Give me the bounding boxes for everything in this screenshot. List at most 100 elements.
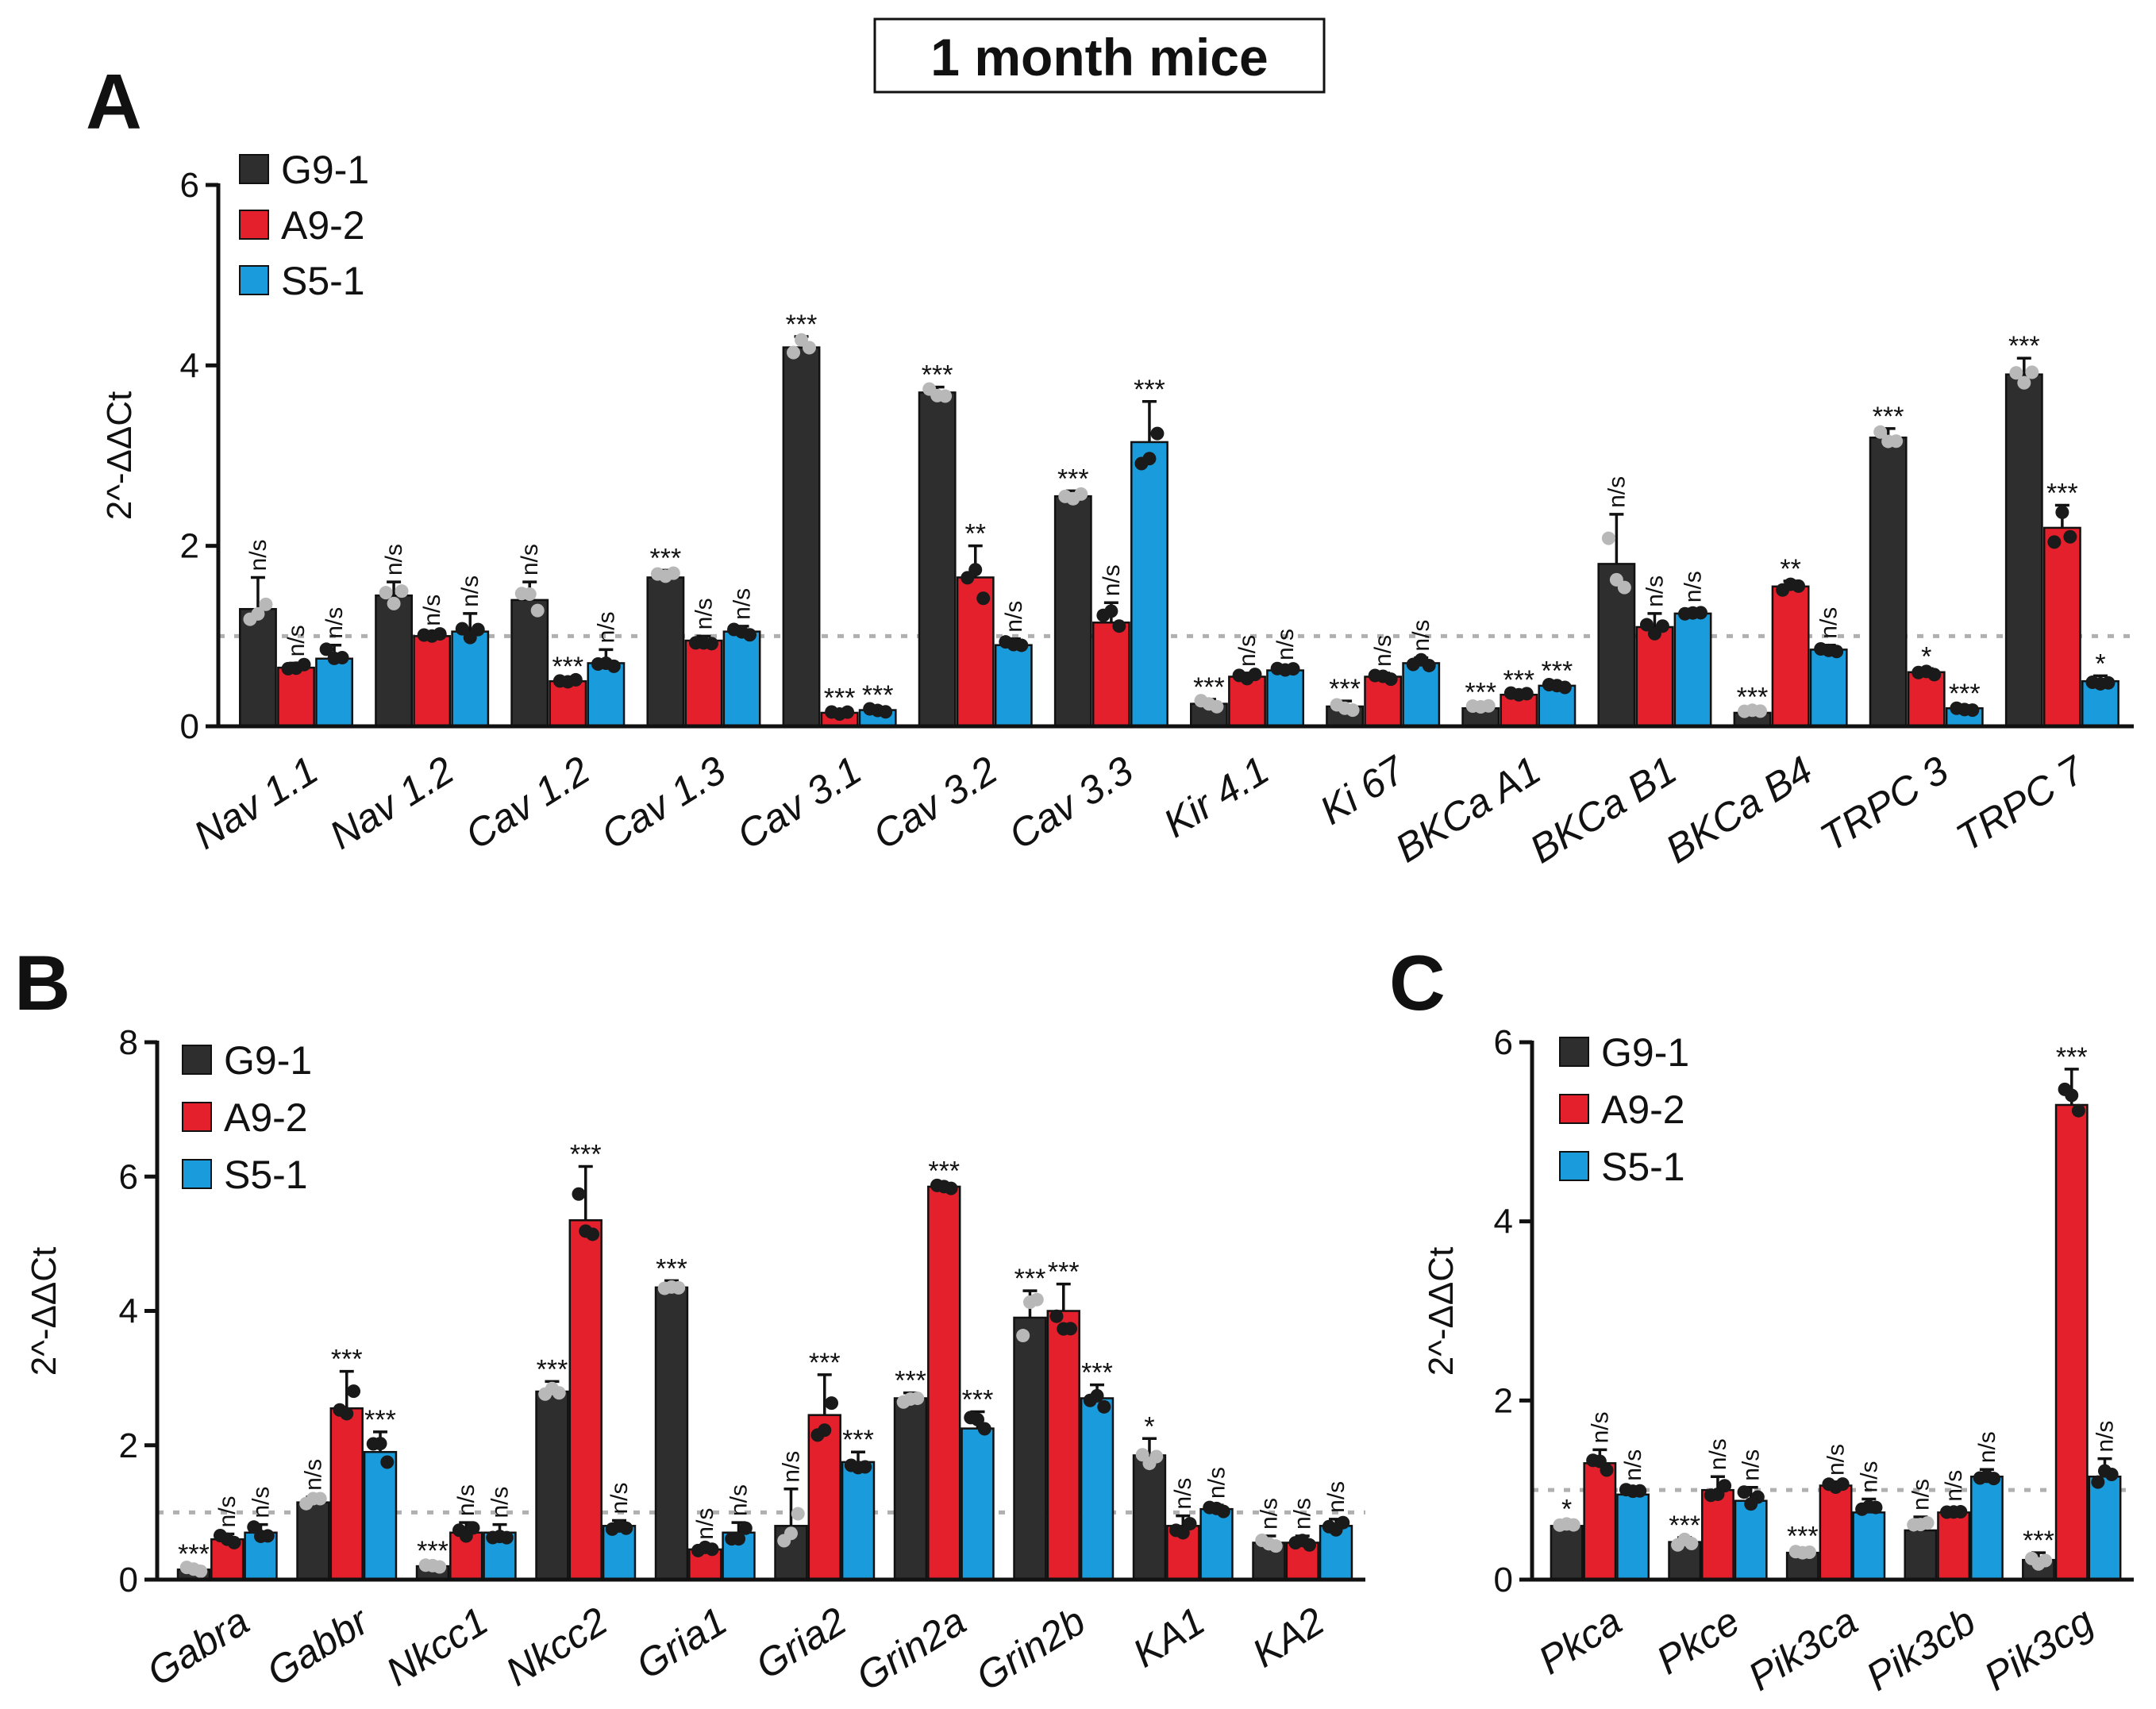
- sig-label-a-3-0: ***: [650, 543, 682, 573]
- bar-a-13-0: [2004, 373, 2043, 728]
- sig-label-c-1-1: n/s: [1705, 1438, 1731, 1470]
- data-point-a-1-0-2: [395, 584, 409, 599]
- title-box: 1 month mice: [873, 17, 1326, 94]
- sig-label-b-6-0: ***: [895, 1366, 926, 1396]
- sig-label-b-9-1: n/s: [1290, 1498, 1316, 1530]
- data-point-c-2-0-2: [1802, 1545, 1816, 1559]
- category-label-c-3: Pik3cb: [1858, 1599, 1983, 1699]
- sig-label-b-3-0: ***: [537, 1354, 568, 1384]
- data-point-a-11-2-2: [1830, 645, 1844, 659]
- sig-label-a-11-2: n/s: [1816, 607, 1842, 639]
- sig-label-b-0-1: n/s: [214, 1495, 241, 1527]
- sig-label-a-11-1: **: [1780, 554, 1800, 584]
- bar-a-6-1: [1091, 622, 1130, 728]
- sig-label-a-12-1: *: [1921, 641, 1931, 672]
- data-point-a-9-1-2: [1519, 687, 1534, 701]
- data-point-a-1-0-1: [387, 596, 401, 610]
- sig-label-b-2-1: n/s: [453, 1484, 479, 1516]
- bar-b-3-1: [568, 1219, 603, 1581]
- category-label-b-1: Gabbr: [259, 1598, 378, 1695]
- sig-label-b-3-1: ***: [570, 1140, 602, 1170]
- panel-letter-a: A: [86, 58, 142, 145]
- category-label-b-4: Gria1: [629, 1599, 734, 1688]
- bar-a-2-2: [587, 662, 626, 728]
- bar-a-2-1: [549, 679, 587, 728]
- bar-a-8-2: [1402, 662, 1441, 728]
- bar-b-7-0: [1013, 1316, 1047, 1581]
- data-point-b-7-0-2: [1030, 1292, 1044, 1307]
- data-point-c-3-0-2: [1920, 1516, 1935, 1530]
- category-label-c-1: Pkce: [1649, 1599, 1747, 1683]
- data-point-b-3-1-0: [572, 1187, 586, 1201]
- y-tick-label-a-0: 0: [180, 707, 199, 746]
- bar-a-6-0: [1053, 495, 1092, 728]
- data-point-b-7-2-2: [1097, 1399, 1111, 1414]
- data-point-c-4-0-2: [2039, 1553, 2053, 1568]
- bar-b-7-2: [1080, 1397, 1115, 1581]
- data-point-b-1-1-1: [340, 1407, 354, 1421]
- category-label-b-9: KA2: [1245, 1599, 1332, 1676]
- panel-letter-b: B: [14, 939, 71, 1026]
- data-point-a-11-0-2: [1753, 704, 1767, 718]
- data-point-b-9-0-2: [1269, 1539, 1283, 1553]
- sig-label-a-3-2: n/s: [730, 588, 756, 620]
- data-point-a-0-2-2: [335, 650, 349, 664]
- data-point-c-1-2-2: [1750, 1490, 1765, 1504]
- bar-b-6-2: [961, 1427, 995, 1581]
- bar-a-5-2: [994, 644, 1033, 728]
- data-point-a-3-0-2: [666, 566, 680, 580]
- data-point-c-2-1-2: [1835, 1477, 1850, 1492]
- data-point-b-1-2-2: [380, 1455, 395, 1469]
- y-axis-label-c: 2^-ΔΔCt: [1422, 1247, 1461, 1376]
- sig-label-a-7-1: n/s: [1234, 635, 1261, 667]
- bar-b-5-1: [807, 1414, 841, 1581]
- data-point-b-5-1-2: [825, 1396, 839, 1411]
- sig-label-c-0-1: n/s: [1587, 1411, 1613, 1443]
- data-point-b-0-2-2: [260, 1529, 275, 1543]
- data-point-b-6-1-2: [944, 1181, 958, 1195]
- data-point-a-10-1-0: [1639, 618, 1654, 632]
- data-point-a-8-0-2: [1346, 703, 1360, 718]
- bar-b-4-0: [654, 1286, 689, 1581]
- sig-label-b-7-2: ***: [1081, 1358, 1113, 1388]
- bar-b-1-2: [363, 1450, 398, 1581]
- panel-letter-c: C: [1389, 939, 1446, 1026]
- y-axis-label-b: 2^-ΔΔCt: [25, 1247, 64, 1376]
- y-tick-label-b-2: 4: [119, 1292, 138, 1331]
- data-point-a-2-0-2: [530, 603, 545, 618]
- legend-label-b-2: S5-1: [224, 1153, 308, 1197]
- data-point-b-4-1-2: [705, 1542, 719, 1557]
- sig-label-c-1-0: ***: [1669, 1511, 1700, 1541]
- bar-a-11-2: [1809, 649, 1848, 728]
- category-label-a-11: BKCa B4: [1658, 748, 1820, 872]
- data-point-a-13-1-2: [2063, 529, 2077, 544]
- data-point-a-8-2-2: [1422, 658, 1436, 672]
- sig-label-a-1-2: n/s: [457, 575, 483, 607]
- sig-label-a-2-0: n/s: [517, 544, 543, 575]
- data-point-c-3-1-2: [1954, 1505, 1968, 1519]
- data-point-a-13-1-0: [2047, 535, 2062, 549]
- data-point-a-1-2-2: [471, 622, 485, 637]
- bar-a-7-2: [1266, 669, 1305, 728]
- legend-label-b-1: A9-2: [224, 1095, 308, 1140]
- sig-label-b-6-2: ***: [962, 1384, 994, 1415]
- legend-swatch-c-2: [1559, 1151, 1589, 1181]
- data-point-a-6-2-2: [1150, 426, 1165, 441]
- legend-swatch-b-2: [182, 1159, 212, 1189]
- data-point-b-0-2-0: [247, 1520, 261, 1534]
- bar-b-1-1: [329, 1407, 364, 1581]
- data-point-c-1-0-2: [1684, 1537, 1699, 1551]
- sig-label-a-12-0: ***: [1873, 402, 1904, 432]
- bar-c-3-1: [1937, 1511, 1971, 1581]
- sig-label-b-5-1: ***: [809, 1348, 841, 1378]
- data-point-c-0-0-2: [1566, 1518, 1580, 1532]
- data-point-b-3-0-2: [552, 1386, 566, 1400]
- sig-label-c-3-1: n/s: [1941, 1470, 1967, 1502]
- sig-label-a-5-1: **: [964, 519, 985, 549]
- bar-c-2-1: [1819, 1484, 1853, 1581]
- sig-label-c-4-0: ***: [2023, 1526, 2054, 1556]
- sig-label-b-0-0: ***: [178, 1539, 210, 1569]
- legend-label-a-2: S5-1: [281, 259, 365, 303]
- sig-label-a-0-2: n/s: [321, 607, 348, 639]
